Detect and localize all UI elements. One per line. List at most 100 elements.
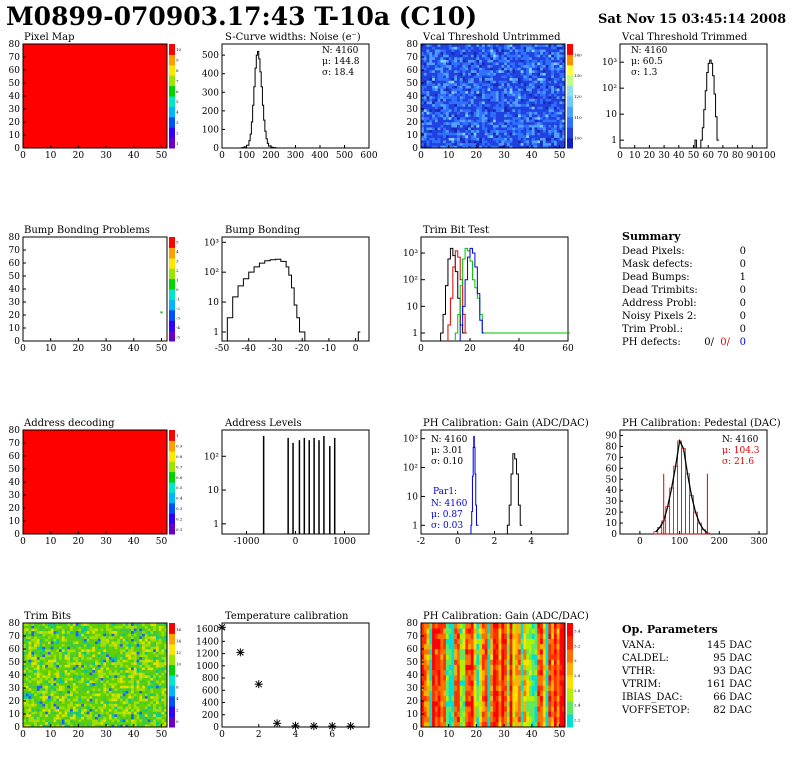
trim-bits-heatmap-cell <box>131 628 134 631</box>
vcal-untrimmed-heatmap-cell <box>540 67 543 70</box>
vcal-untrimmed-heatmap-cell <box>499 80 502 83</box>
vcal-untrimmed-heatmap-cell <box>501 88 504 91</box>
trim-bits-heatmap-cell <box>156 683 159 686</box>
ph-gain-map-heatmap-cell <box>443 717 446 723</box>
trim-bits-heatmap-cell <box>89 662 92 665</box>
vcal-untrimmed-heatmap-cell <box>507 57 510 60</box>
x-tick-label: -50 <box>215 344 230 354</box>
vcal-untrimmed-heatmap-cell <box>476 83 479 86</box>
trim-bits-heatmap-cell <box>70 685 73 688</box>
ph-gain-map-heatmap-cell <box>427 685 430 691</box>
vcal-untrimmed-heatmap-cell <box>501 65 504 68</box>
trim-bits-heatmap-cell <box>98 670 101 673</box>
vcal-untrimmed-heatmap-cell <box>512 52 515 55</box>
vcal-untrimmed-heatmap-cell <box>501 78 504 81</box>
trim-bits-heatmap-cell <box>89 693 92 696</box>
trim-bits-heatmap-cell <box>45 641 48 644</box>
vcal-untrimmed-heatmap-cell <box>471 104 474 107</box>
trim-bits-heatmap-cell <box>53 680 56 683</box>
trim-bits-heatmap-cell <box>134 665 137 668</box>
vcal-untrimmed-heatmap-cell <box>537 132 540 135</box>
trim-bits-heatmap-cell <box>92 654 95 657</box>
vcal-untrimmed-heatmap-cell <box>548 70 551 73</box>
trim-bits-heatmap-cell <box>56 659 59 662</box>
vcal-untrimmed-heatmap-cell <box>465 117 468 120</box>
vcal-untrimmed-heatmap-cell <box>551 138 554 141</box>
trim-bits-heatmap-cell <box>67 662 70 665</box>
trim-bits-heatmap-cell <box>62 701 65 704</box>
summary-value-trim-probl: 0 <box>740 324 746 335</box>
vcal-untrimmed-heatmap-cell <box>499 138 502 141</box>
trim-bits-heatmap-cell <box>48 693 51 696</box>
vcal-untrimmed-heatmap-cell <box>535 101 538 104</box>
ph-gain-map-heatmap-cell <box>438 701 441 707</box>
trim-bits-heatmap-cell <box>148 685 151 688</box>
trim-bits-heatmap-cell <box>29 672 32 675</box>
trim-bits-heatmap-cell <box>67 709 70 712</box>
vcal-untrimmed-heatmap-cell <box>474 125 477 128</box>
vcal-untrimmed-heatmap-cell <box>463 47 466 50</box>
ph-gain-map-heatmap-cell <box>424 706 427 712</box>
vcal-untrimmed-heatmap-cell <box>449 101 452 104</box>
vcal-untrimmed-heatmap-cell <box>463 83 466 86</box>
vcal-untrimmed-heatmap-cell <box>554 52 557 55</box>
trim-bits-heatmap-cell <box>62 711 65 714</box>
trim-bits-heatmap-cell <box>56 711 59 714</box>
vcal-untrimmed-heatmap-cell <box>515 52 518 55</box>
trim-bits-heatmap-cell <box>112 670 115 673</box>
vcal-untrimmed-heatmap-cell <box>451 93 454 96</box>
trim-bits-heatmap-cell <box>98 709 101 712</box>
vcal-untrimmed-heatmap-cell <box>529 112 532 115</box>
vcal-untrimmed-heatmap-cell <box>465 104 468 107</box>
vcal-untrimmed-heatmap-cell <box>482 101 485 104</box>
trim-bits-heatmap-cell <box>112 688 115 691</box>
trim-bits-heatmap-cell <box>98 698 101 701</box>
trim-bits-heatmap-cell <box>98 667 101 670</box>
trim-bits-heatmap-cell <box>134 649 137 652</box>
vcal-untrimmed-heatmap-cell <box>490 75 493 78</box>
vcal-untrimmed-heatmap-cell <box>449 114 452 117</box>
vcal-untrimmed-heatmap-cell <box>526 125 529 128</box>
trim-bits-palette-cell <box>169 665 175 676</box>
vcal-untrimmed-heatmap-cell <box>446 88 449 91</box>
vcal-untrimmed-heatmap-cell <box>427 62 430 65</box>
vcal-untrimmed-heatmap-cell <box>501 80 504 83</box>
trim-bits-heatmap-cell <box>161 657 164 660</box>
y-tick-label: 0 <box>14 337 20 347</box>
trim-bits-heatmap-cell <box>109 683 112 686</box>
trim-bits-heatmap-cell <box>51 633 54 636</box>
vcal-untrimmed-heatmap-cell <box>546 49 549 52</box>
y-tick-label: 0 <box>14 530 20 540</box>
trim-bits-heatmap-cell <box>148 659 151 662</box>
trim-bits-heatmap-cell <box>42 711 45 714</box>
trim-bits-heatmap-cell <box>114 649 117 652</box>
trim-bits-heatmap-cell <box>148 696 151 699</box>
ph-gain-map-heatmap-cell <box>451 685 454 691</box>
trim-bits-heatmap-cell <box>62 654 65 657</box>
trim-bits-heatmap-cell <box>112 636 115 639</box>
trim-bits-heatmap-cell <box>78 654 81 657</box>
trim-bits-heatmap-cell <box>128 719 131 722</box>
vcal-untrimmed-heatmap-cell <box>474 138 477 141</box>
vcal-untrimmed-heatmap-cell <box>454 65 457 68</box>
trim-bits-heatmap-cell <box>137 706 140 709</box>
trim-bits-heatmap-cell <box>89 717 92 720</box>
y-tick-label: 10² <box>204 452 219 462</box>
trim-bits-heatmap-cell <box>56 639 59 642</box>
trim-bits-heatmap-cell <box>112 659 115 662</box>
trim-bits-heatmap-cell <box>159 662 162 665</box>
vcal-untrimmed-heatmap-cell <box>554 91 557 94</box>
vcal-untrimmed-heatmap-cell <box>454 91 457 94</box>
vcal-untrimmed-heatmap-cell <box>551 135 554 138</box>
vcal-untrimmed-heatmap-cell <box>523 127 526 130</box>
trim-bits-heatmap-cell <box>31 628 34 631</box>
trim-bits-heatmap-cell <box>106 662 109 665</box>
trim-bits-heatmap-cell <box>89 719 92 722</box>
vcal-untrimmed-heatmap-cell <box>507 114 510 117</box>
trim-bits-heatmap-cell <box>65 626 68 629</box>
ph-gain-map-heatmap-cell <box>429 639 432 645</box>
vcal-untrimmed-heatmap-cell <box>535 106 538 109</box>
vcal-untrimmed-heatmap-cell <box>487 62 490 65</box>
vcal-untrimmed-heatmap-cell <box>554 80 557 83</box>
